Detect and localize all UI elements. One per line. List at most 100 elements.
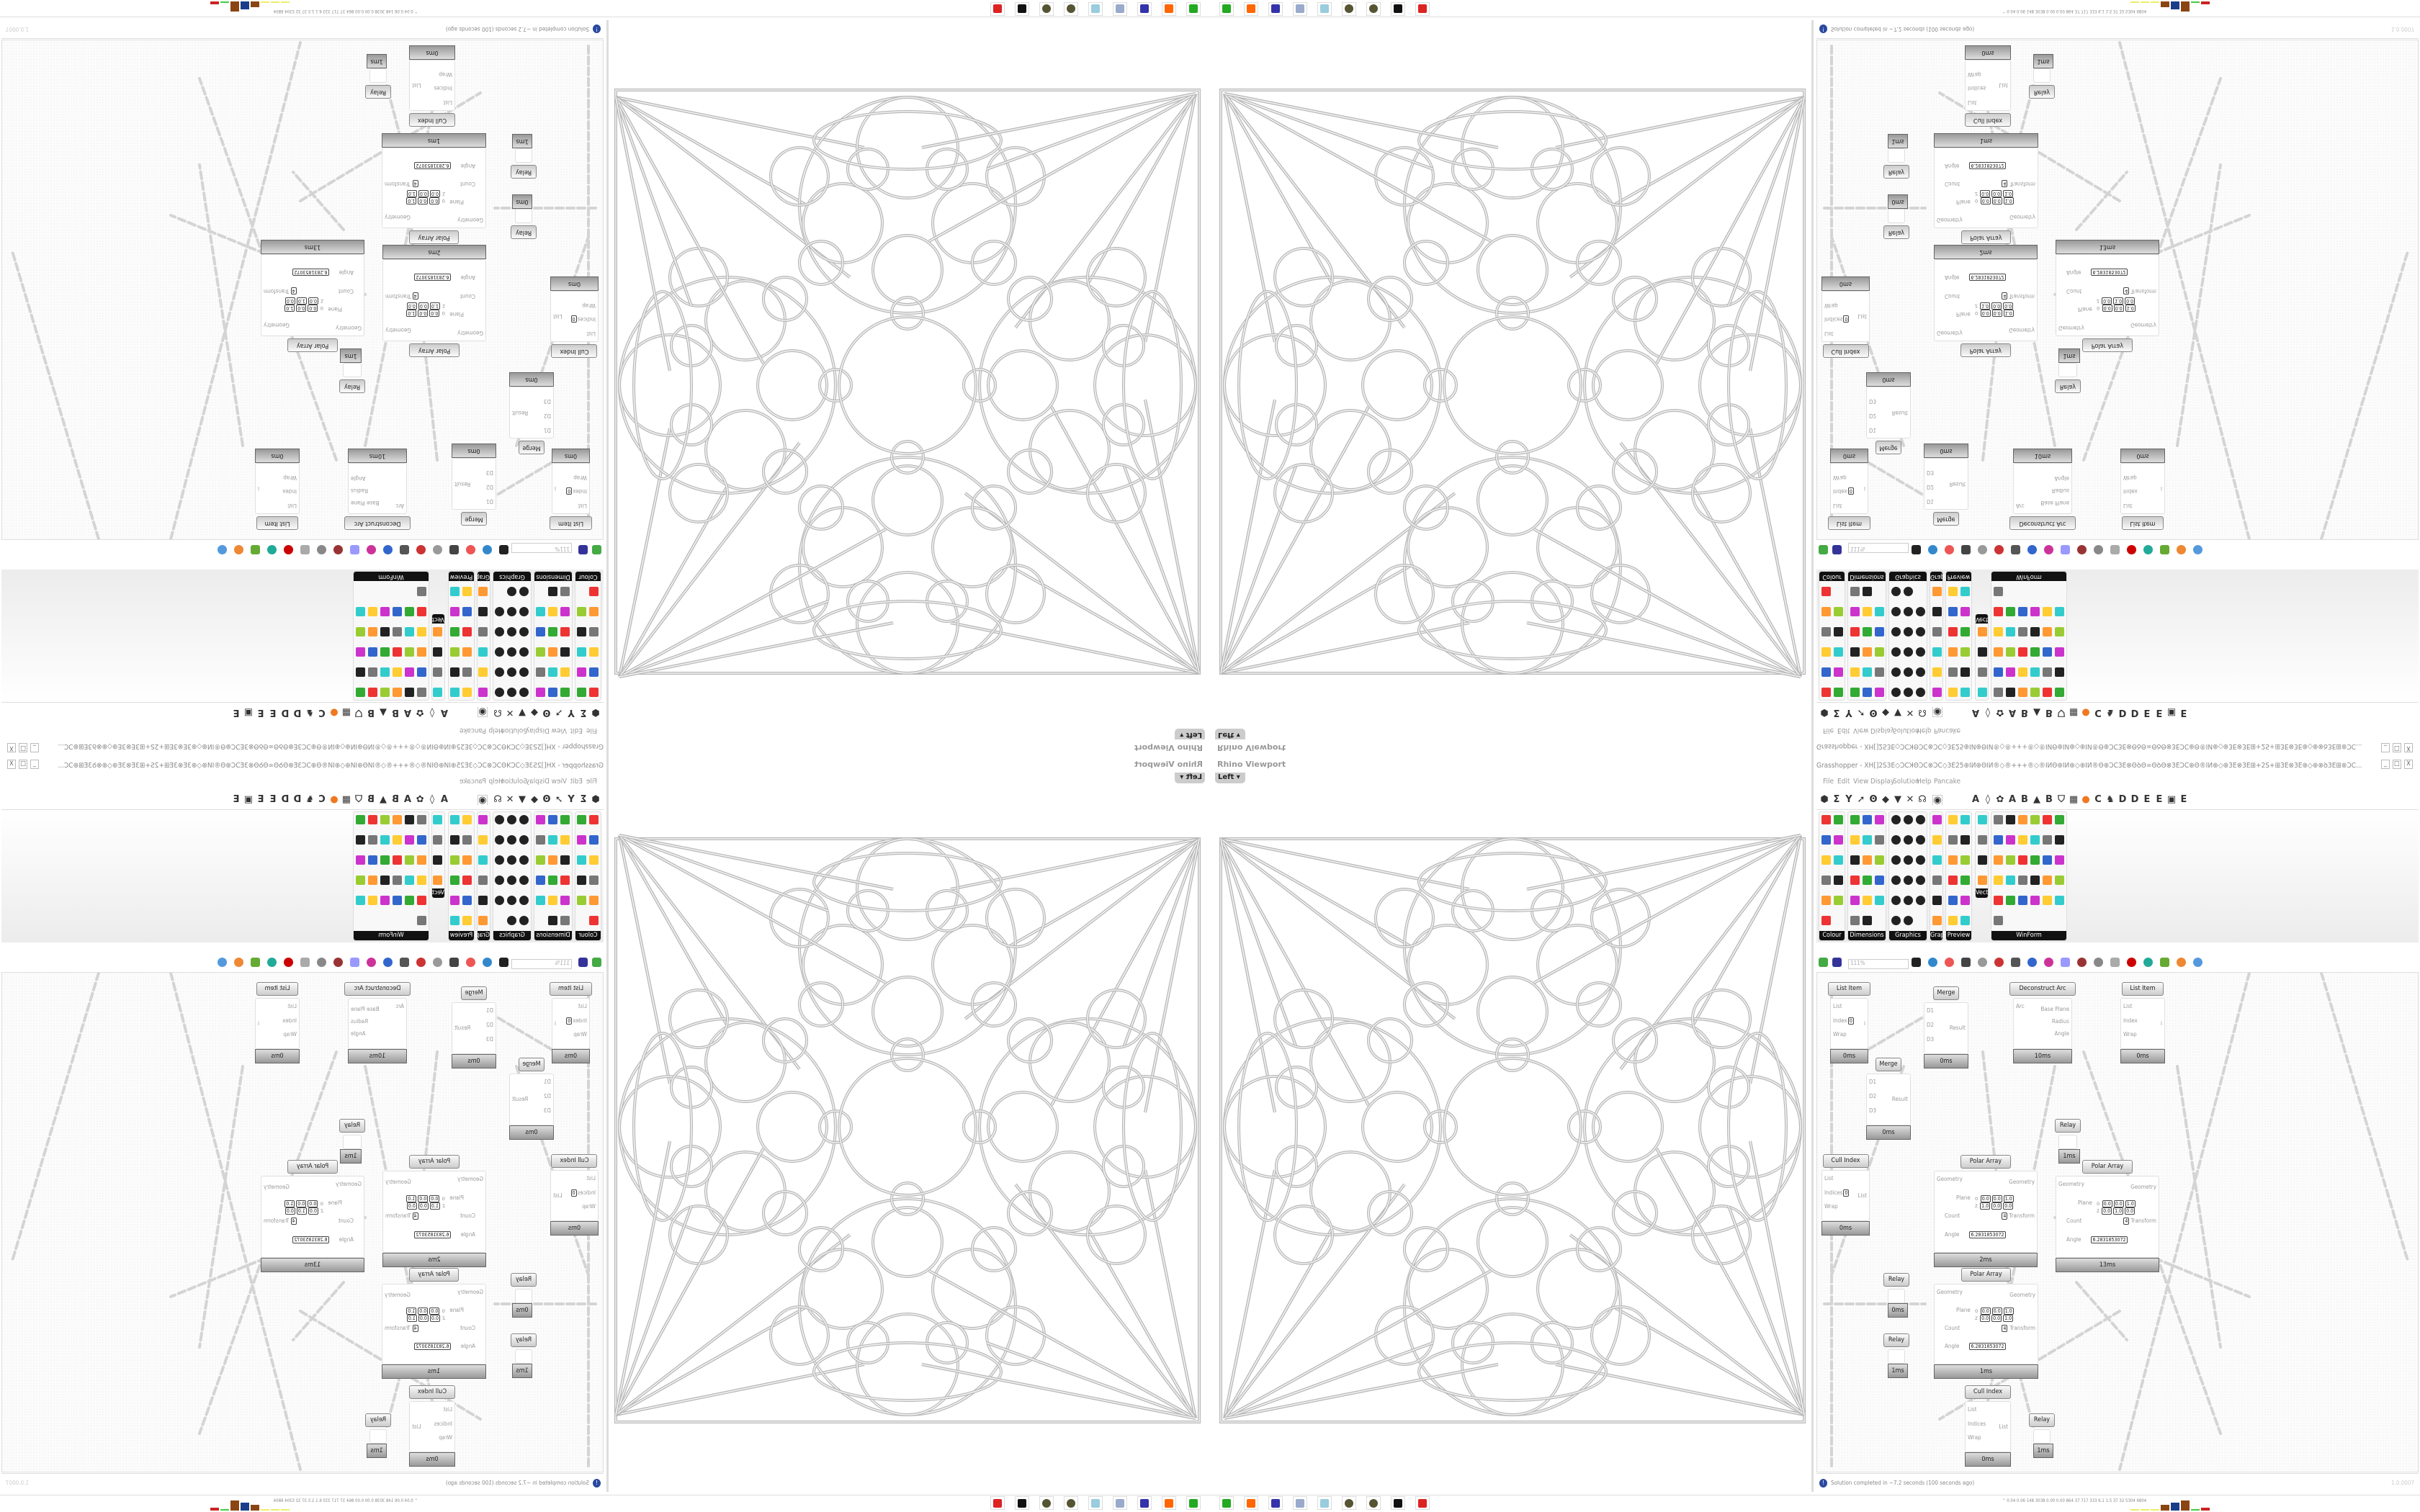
tab-icon-3[interactable]: ➚ (1857, 707, 1865, 718)
canvas-tool-icon[interactable] (499, 545, 508, 554)
component-icon[interactable] (548, 916, 557, 925)
plane-origin-z[interactable]: 1.0 (2125, 305, 2136, 312)
component-icon[interactable] (393, 896, 402, 905)
component-title[interactable]: Deconstruct Arc (344, 516, 411, 530)
index-value[interactable]: 0 (566, 1017, 573, 1025)
component-icon[interactable] (417, 855, 426, 865)
menu-view[interactable]: View (1853, 726, 1869, 734)
floppy-64-icon[interactable] (1268, 1496, 1283, 1510)
component-icon[interactable] (356, 627, 365, 636)
canvas-tool-icon[interactable] (1978, 545, 1987, 554)
component-icon[interactable] (1875, 607, 1884, 616)
angle-value[interactable]: 6.2831853072 (2091, 1236, 2128, 1243)
tab-icon-26[interactable]: ▣ (243, 707, 254, 718)
component-icon[interactable] (356, 688, 365, 697)
component-icon[interactable] (1948, 876, 1958, 885)
component-icon[interactable] (405, 647, 414, 657)
component-icon[interactable] (560, 627, 570, 636)
panel-label[interactable]: Grap.. (472, 931, 490, 940)
component-icon[interactable] (519, 835, 529, 845)
component-title[interactable]: Cull Index (409, 1385, 455, 1399)
component-icon[interactable] (450, 835, 460, 845)
component-icon[interactable] (2043, 607, 2052, 616)
tab-icon-12[interactable]: ✿ (416, 707, 424, 718)
component-icon[interactable] (1834, 835, 1843, 845)
input-geometry[interactable]: Geometry (457, 1176, 483, 1182)
monitor-app-icon[interactable] (1186, 1496, 1201, 1510)
input-count[interactable]: Count4 (290, 1218, 354, 1225)
input-indices[interactable]: Indices (1968, 85, 1986, 91)
component-icon[interactable] (462, 835, 472, 845)
component-icon[interactable] (2055, 815, 2064, 824)
component-body[interactable]: List Index Wrap i (2120, 998, 2165, 1049)
component-icon[interactable] (1834, 896, 1843, 905)
output-i[interactable]: i (555, 1020, 556, 1027)
input-angle[interactable]: Angle6.2831853072 (413, 1343, 475, 1350)
component-icon[interactable] (560, 667, 570, 677)
canvas-tool-icon[interactable] (383, 958, 393, 967)
component-icon[interactable] (462, 896, 472, 905)
input-list[interactable]: List (443, 99, 452, 106)
component-icon[interactable] (433, 647, 442, 657)
input-count[interactable]: Count4 (290, 287, 354, 294)
canvas-tool-icon[interactable] (2110, 958, 2120, 967)
tab-icon-9[interactable]: ◉ (478, 706, 488, 717)
component-body[interactable] (2058, 363, 2077, 377)
plane-z-x[interactable]: 1.0 (429, 302, 440, 310)
component-icon[interactable] (1960, 647, 1970, 657)
component-title[interactable]: List Item (256, 516, 299, 530)
input-geometry[interactable]: Geometry (457, 330, 483, 336)
component-title[interactable]: Merge (1933, 986, 1959, 1000)
canvas-tool-icon[interactable] (2011, 545, 2020, 554)
canvas-tool-icon[interactable] (317, 958, 326, 967)
tab-icon-17[interactable]: ⛉ (2058, 794, 2065, 805)
component-icon[interactable] (589, 667, 599, 677)
tab-icon-17[interactable]: ⛉ (2058, 707, 2065, 718)
component-body[interactable]: List Indices Wrap List (1965, 1401, 2011, 1452)
tab-icon-7[interactable]: ✕ (506, 707, 514, 718)
component-body[interactable]: List Index Wrap i (255, 998, 300, 1049)
tab-icon-4[interactable]: Ꙩ (542, 707, 551, 718)
component-icon[interactable] (519, 627, 529, 636)
panel-label[interactable]: Graphics (493, 572, 531, 581)
component-icon[interactable] (519, 916, 529, 925)
input-d2[interactable]: D2 (1869, 1093, 1876, 1099)
input-count[interactable]: Count4 (412, 292, 475, 300)
component-icon[interactable] (577, 855, 586, 865)
input-angle[interactable]: Angle6.2831853072 (292, 1236, 354, 1243)
input-d1[interactable]: D1 (1927, 498, 1934, 505)
component-icon[interactable] (548, 815, 557, 824)
component-icon[interactable] (589, 587, 599, 596)
menu-pancake[interactable]: Pancake (1934, 726, 1961, 734)
tab-icon-14[interactable]: B (2021, 794, 2028, 805)
angle-value[interactable]: 6.2831853072 (414, 1230, 451, 1238)
canvas-tool-icon[interactable] (317, 545, 326, 554)
component-icon[interactable] (1891, 876, 1901, 885)
component-icon[interactable] (1932, 587, 1942, 596)
component-icon[interactable] (589, 835, 599, 845)
canvas-tool-icon[interactable] (433, 958, 442, 967)
firefox-icon[interactable] (1244, 2, 1258, 16)
component-icon[interactable] (1948, 587, 1958, 596)
component-icon[interactable] (1978, 647, 1987, 657)
tab-icon-20[interactable]: C (318, 707, 326, 718)
component-icon[interactable] (1875, 667, 1884, 677)
component-icon[interactable] (495, 667, 504, 677)
plane-z-y[interactable]: 1.0 (2113, 1207, 2124, 1215)
close-button[interactable]: X (7, 743, 16, 752)
panel-label[interactable]: WinForm (1991, 931, 2066, 940)
component-icon[interactable] (1850, 896, 1860, 905)
index-value[interactable]: 0 (570, 315, 577, 323)
input-geometry[interactable]: Geometry (336, 1181, 362, 1187)
tab-icon-14[interactable]: B (2021, 707, 2028, 718)
scanner-icon[interactable] (1293, 1496, 1307, 1510)
